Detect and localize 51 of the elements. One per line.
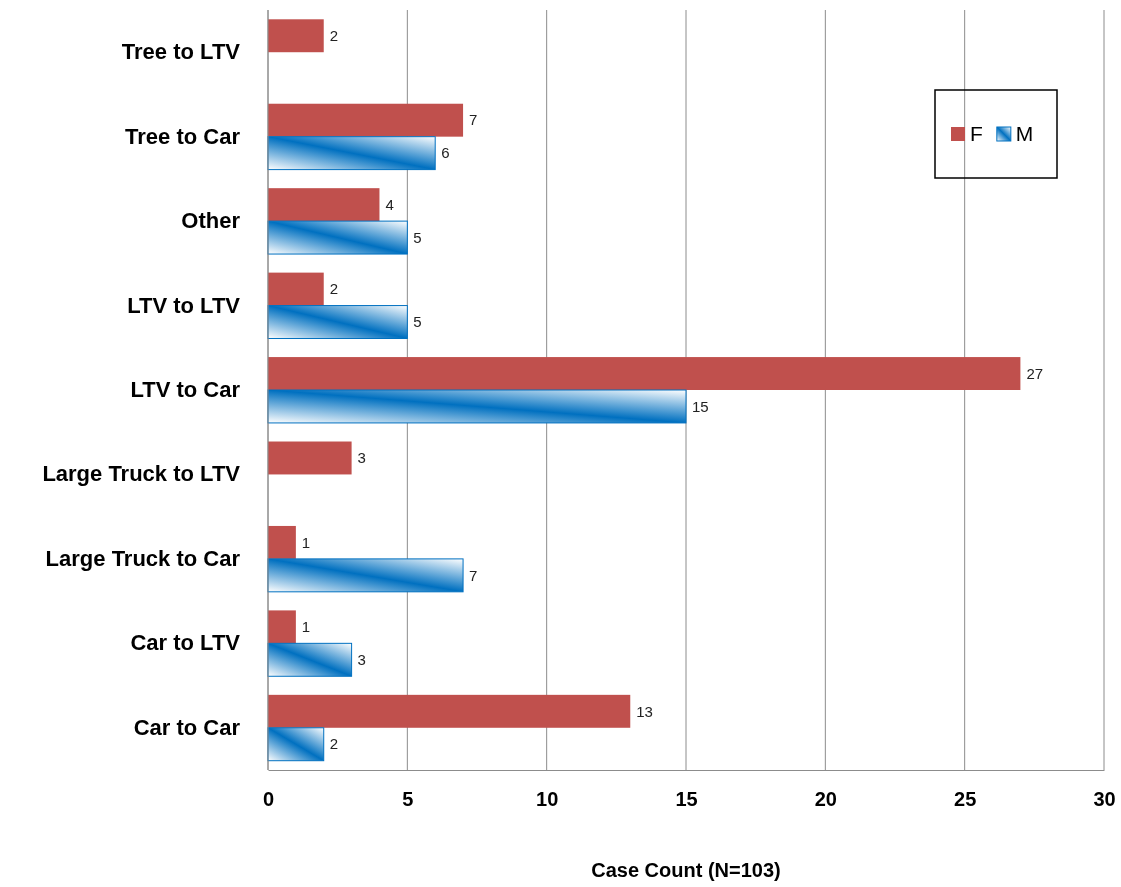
y-tick-label: LTV to LTV bbox=[127, 292, 241, 318]
data-label: 2 bbox=[329, 735, 339, 753]
x-tick-label: 5 bbox=[402, 788, 414, 811]
data-label: 1 bbox=[301, 533, 311, 551]
data-label: 3 bbox=[357, 449, 366, 467]
data-label: 27 bbox=[1026, 364, 1044, 382]
bar bbox=[267, 136, 436, 171]
bar bbox=[268, 441, 352, 475]
bar bbox=[267, 727, 325, 762]
y-tick-label: Tree to LTV bbox=[121, 39, 241, 65]
data-label: 7 bbox=[469, 566, 478, 584]
x-tick-label: 30 bbox=[1093, 788, 1116, 811]
data-label: 4 bbox=[385, 195, 394, 213]
y-tick-label: Car to Car bbox=[133, 714, 241, 740]
data-label: 13 bbox=[636, 702, 653, 720]
x-tick-label: 10 bbox=[536, 788, 559, 811]
bar bbox=[268, 188, 380, 222]
bar bbox=[267, 642, 353, 677]
x-axis-title: Case Count (N=103) bbox=[591, 859, 781, 881]
x-tick-label: 15 bbox=[675, 788, 698, 811]
x-tick-label: 0 bbox=[262, 788, 275, 811]
bar bbox=[268, 19, 324, 53]
y-tick-label: Other bbox=[181, 208, 241, 234]
bar bbox=[268, 272, 324, 306]
legend-label: M bbox=[1015, 122, 1034, 146]
y-tick-label: LTV to Car bbox=[130, 377, 241, 403]
bar bbox=[267, 558, 464, 593]
bar bbox=[268, 357, 1021, 390]
data-label: 1 bbox=[301, 618, 311, 636]
bar bbox=[267, 305, 408, 339]
bar bbox=[267, 220, 408, 255]
y-tick-label: Large Truck to Car bbox=[45, 545, 241, 571]
data-label: 7 bbox=[469, 111, 478, 129]
data-label: 2 bbox=[329, 27, 339, 45]
data-label: 5 bbox=[413, 228, 422, 246]
data-label: 2 bbox=[329, 280, 339, 298]
bar bbox=[268, 694, 631, 728]
bar bbox=[268, 525, 296, 559]
y-tick-label: Large Truck to LTV bbox=[42, 461, 241, 487]
x-tick-label: 20 bbox=[814, 788, 837, 811]
data-label: 3 bbox=[357, 651, 366, 669]
legend-label: F bbox=[970, 122, 983, 146]
y-tick-label: Tree to Car bbox=[125, 123, 241, 149]
data-label: 15 bbox=[692, 397, 709, 415]
y-tick-label: Car to LTV bbox=[130, 630, 241, 656]
data-label: 5 bbox=[413, 313, 422, 331]
bar bbox=[268, 103, 464, 137]
x-tick-label: 25 bbox=[954, 788, 977, 811]
data-label: 6 bbox=[441, 144, 450, 162]
bar bbox=[268, 610, 296, 644]
bar bbox=[267, 389, 687, 424]
